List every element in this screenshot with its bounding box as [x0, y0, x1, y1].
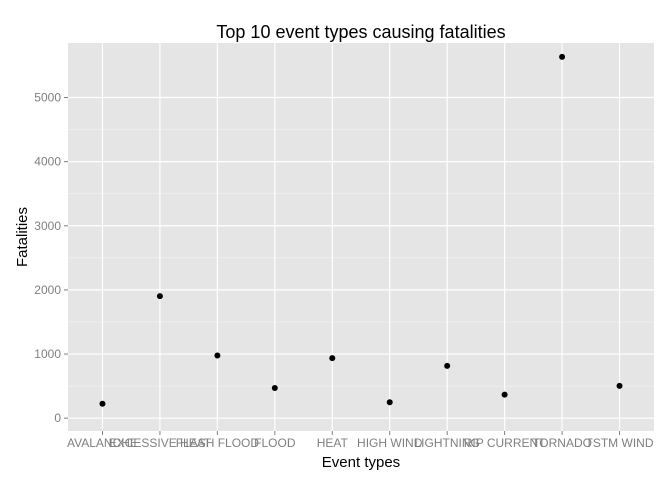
x-tick-label: HEAT — [317, 436, 349, 450]
y-tick-label: 3000 — [34, 219, 61, 233]
data-point — [99, 400, 106, 407]
grid-lines — [68, 43, 654, 431]
data-point — [329, 355, 336, 362]
x-tick-label: RIP CURRENT — [464, 436, 546, 450]
y-tick-label: 1000 — [34, 347, 61, 361]
data-point — [271, 385, 278, 392]
x-tick-label: LIGHTNING — [415, 436, 480, 450]
axes: 0 1000 2000 3000 4000 5000 AVALANCHEEXCESSIVE … — [34, 91, 654, 450]
y-tick-label: 5000 — [34, 91, 61, 105]
x-tick-label: TORNADO — [532, 436, 592, 450]
chart-title: Top 10 event types causing fatalities — [216, 22, 505, 42]
y-tick-label: 2000 — [34, 283, 61, 297]
y-tick-label: 0 — [54, 411, 61, 425]
data-points — [99, 53, 623, 407]
x-tick-label: FLASH FLOOD — [176, 436, 260, 450]
data-point — [156, 293, 163, 300]
data-point — [616, 382, 623, 389]
data-point — [214, 352, 221, 359]
y-tick-label: 4000 — [34, 155, 61, 169]
data-point — [386, 399, 393, 406]
x-axis-label: Event types — [322, 454, 400, 471]
x-tick-label: AVALANCHE — [67, 436, 138, 450]
data-point — [501, 391, 508, 398]
plot-panel — [68, 43, 654, 431]
data-point — [444, 362, 451, 369]
data-point — [559, 53, 566, 60]
x-tick-label: EXCESSIVE HEAT — [109, 436, 212, 450]
x-tick-label: FLOOD — [254, 436, 296, 450]
x-tick-label: HIGH WIND — [357, 436, 423, 450]
y-axis-label: Fatalities — [14, 207, 31, 267]
x-tick-label: TSTM WIND — [586, 436, 654, 450]
